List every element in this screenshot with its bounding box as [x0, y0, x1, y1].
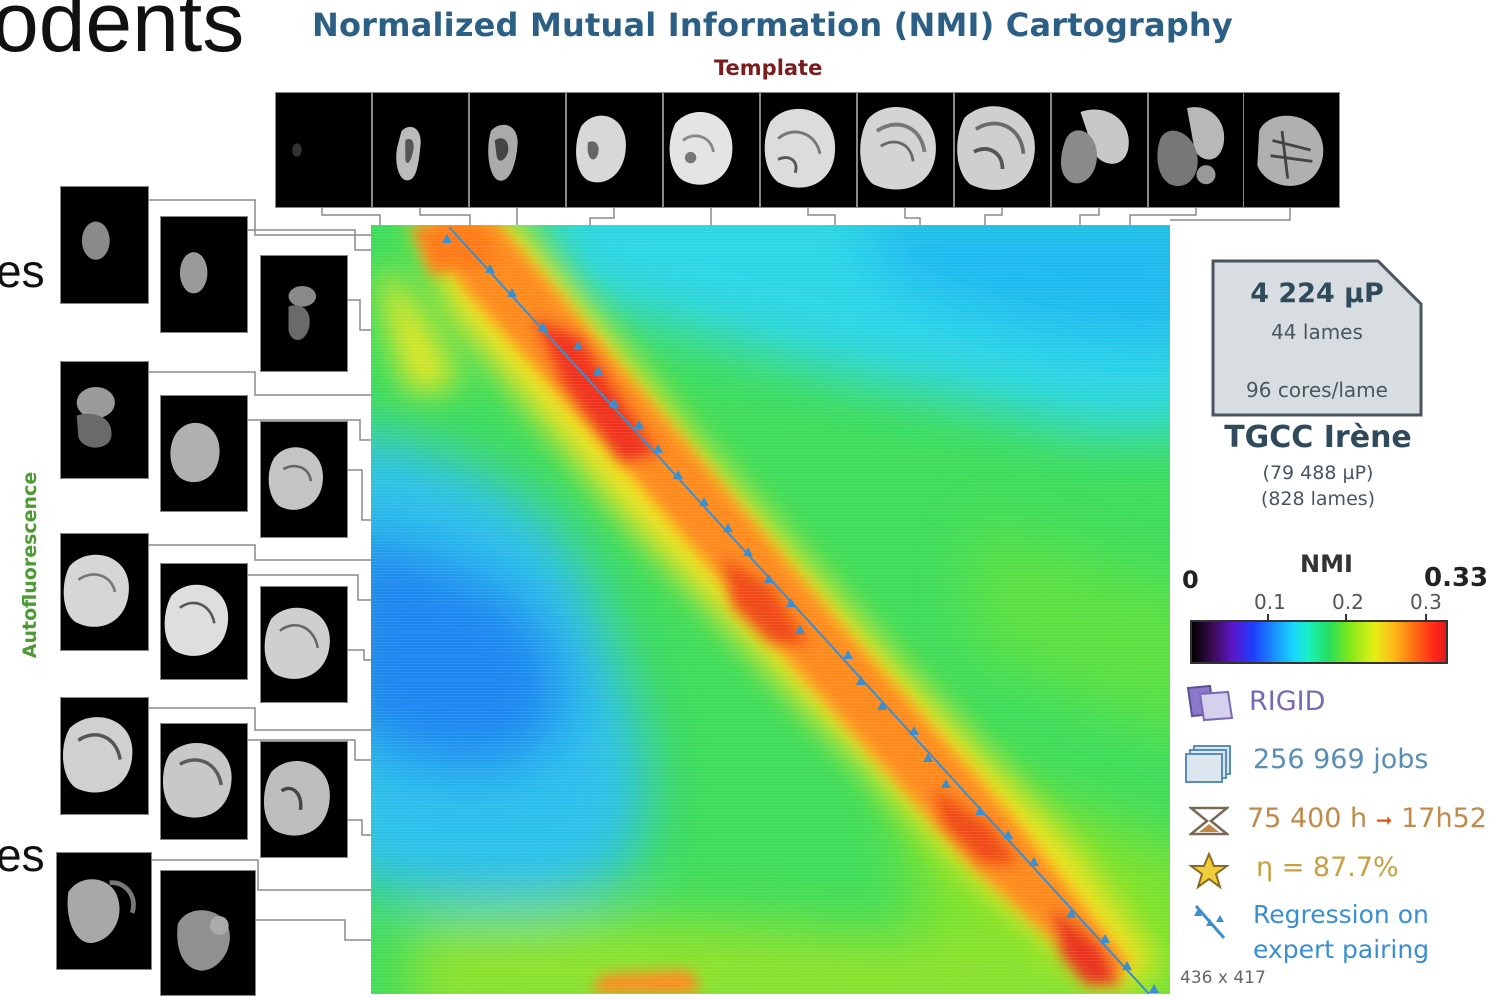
autofluorescence-slice-3	[260, 255, 348, 372]
cores-per-slide: 96 cores/lame	[1246, 378, 1388, 402]
regression-line-icon	[1194, 905, 1226, 939]
autofluorescence-slice-9	[260, 586, 348, 703]
regression-label-line2: expert pairing	[1253, 935, 1430, 964]
template-label: Template	[714, 56, 823, 80]
wall-time-value: 17h52	[1401, 803, 1487, 834]
colorbar-min-label: 0	[1182, 566, 1199, 594]
nmi-colorbar	[1190, 620, 1448, 664]
rigid-label: RIGID	[1249, 686, 1326, 717]
slide-side-word-top: es	[0, 245, 45, 297]
machine-slides: (828 lames)	[1260, 488, 1376, 510]
template-slice-8	[954, 92, 1051, 208]
colorbar-title: NMI	[1300, 550, 1353, 578]
cpu-hours-value: 75 400 h	[1247, 803, 1368, 834]
autofluorescence-slice-12	[260, 741, 348, 858]
machine-power: (79 488 µP)	[1262, 462, 1374, 484]
template-slice-10	[1148, 92, 1245, 208]
autofluorescence-slice-2	[160, 216, 248, 333]
colorbar-tick-label: 0.1	[1254, 590, 1286, 614]
figure-title: Normalized Mutual Information (NMI) Cart…	[312, 6, 1233, 44]
autofluorescence-slice-14	[160, 870, 256, 996]
template-slice-4	[566, 92, 663, 208]
template-slice-5	[663, 92, 760, 208]
compute-stats-card: 4 224 µP 44 lames 96 cores/lame	[1210, 258, 1424, 418]
nmi-heatmap	[331, 185, 1211, 998]
slide-count: 44 lames	[1271, 320, 1363, 344]
compute-hours: 75 400 h ➞ 17h52	[1247, 803, 1487, 834]
autofluorescence-slice-13	[56, 852, 152, 970]
colorbar-tick-label: 0.3	[1410, 590, 1442, 614]
template-slice-6	[760, 92, 857, 208]
template-slice-7	[857, 92, 954, 208]
template-slice-11	[1243, 92, 1340, 208]
autofluorescence-axis-label: Autofluorescence	[19, 471, 41, 659]
autofluorescence-slice-5	[160, 395, 248, 512]
autofluorescence-slice-6	[260, 421, 348, 538]
template-slice-2	[372, 92, 469, 208]
slide-heading-fragment: odents	[0, 0, 245, 69]
colorbar-max-label: 0.33	[1424, 563, 1489, 593]
template-slice-3	[469, 92, 566, 208]
autofluorescence-slice-8	[160, 563, 248, 680]
machine-name: TGCC Irène	[1224, 420, 1412, 455]
heatmap-dimensions: 436 x 417	[1180, 968, 1266, 988]
colorbar-tick-label: 0.2	[1332, 590, 1364, 614]
arrow-icon: ➞	[1375, 808, 1393, 832]
rigid-icon	[1186, 684, 1234, 722]
autofluorescence-slice-10	[60, 697, 149, 815]
autofluorescence-slice-11	[160, 723, 248, 840]
stacked-jobs-icon	[1185, 745, 1231, 783]
slide-side-word-bottom: es	[0, 829, 45, 881]
autofluorescence-slice-7	[60, 533, 149, 651]
star-icon	[1188, 852, 1230, 890]
efficiency-value: η = 87.7%	[1256, 852, 1399, 883]
regression-label-line1: Regression on	[1253, 900, 1429, 929]
autofluorescence-slice-1	[60, 186, 149, 304]
template-slice-1	[275, 92, 372, 208]
jobs-count: 256 969 jobs	[1253, 744, 1429, 775]
compute-power: 4 224 µP	[1250, 278, 1384, 309]
template-slice-9	[1051, 92, 1148, 208]
autofluorescence-slice-4	[60, 361, 149, 479]
hourglass-icon	[1189, 806, 1229, 836]
